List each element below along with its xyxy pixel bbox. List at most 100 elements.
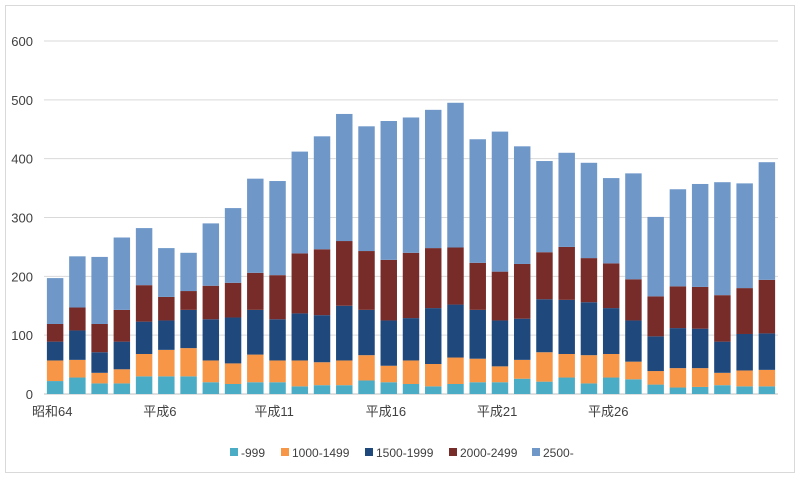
bar-segment xyxy=(425,386,442,394)
bar-segment xyxy=(135,321,153,354)
bar-segment xyxy=(758,279,776,334)
bar-segment xyxy=(336,360,353,386)
bar-segment xyxy=(135,285,153,322)
bar-segment xyxy=(647,216,664,297)
legend-label: 2000-2499 xyxy=(460,446,518,460)
bar-segment xyxy=(669,189,687,287)
bar-segment xyxy=(602,263,620,309)
x-axis-ticks: 昭和64 平成6 平成11 平成16 平成21 平成26 xyxy=(32,404,629,419)
bar-segment xyxy=(135,376,153,394)
y-tick-label: 300 xyxy=(11,211,33,226)
bar-segment xyxy=(669,328,687,369)
bar-segment xyxy=(46,381,64,394)
bar-segment xyxy=(669,387,687,394)
x-tick-label: 平成11 xyxy=(254,404,294,419)
bar-segment xyxy=(113,309,131,342)
bar-segment xyxy=(469,309,486,359)
bar-segment xyxy=(425,248,442,309)
bar-segment xyxy=(602,353,620,378)
bar-segment xyxy=(202,285,220,320)
bar-segment xyxy=(291,360,309,387)
y-axis-ticks: 0 100 200 300 400 500 600 xyxy=(11,34,33,402)
bar-segment xyxy=(647,296,664,337)
bar-segment xyxy=(580,302,598,356)
bar-segment xyxy=(358,380,375,394)
bar-segment xyxy=(358,355,375,381)
bar-segment xyxy=(358,309,375,356)
bar-segment xyxy=(69,307,86,331)
bar-segment xyxy=(691,286,709,329)
bar-segment xyxy=(202,319,220,361)
bar-segment xyxy=(313,385,331,394)
bar-segment xyxy=(469,382,486,394)
bar-segment xyxy=(313,136,331,250)
bar-segment xyxy=(536,299,553,353)
bar-segment xyxy=(269,275,286,320)
bar-segment xyxy=(380,365,397,383)
bar-segment xyxy=(536,352,553,382)
bar-segment xyxy=(513,318,531,360)
bar-segment xyxy=(113,369,131,384)
bar-segment xyxy=(491,320,509,367)
bar-segment xyxy=(758,162,776,280)
bar-segment xyxy=(602,377,620,394)
bar-segment xyxy=(580,355,598,384)
bar-segment xyxy=(224,317,242,364)
y-tick-label: 500 xyxy=(11,93,33,108)
bar-segment xyxy=(425,109,442,249)
bar-segment xyxy=(380,259,397,321)
bar-segment xyxy=(513,263,531,319)
bar-segment xyxy=(291,386,309,394)
legend: -999 1000-1499 1500-1999 2000-2499 2500- xyxy=(230,446,574,460)
bar-segment xyxy=(247,272,264,310)
y-tick-label: 100 xyxy=(11,328,33,343)
bar-segment xyxy=(491,271,509,321)
bar-segment xyxy=(202,223,220,286)
bar-segment xyxy=(313,249,331,316)
bar-segment xyxy=(291,313,309,361)
legend-label: 1500-1999 xyxy=(376,446,434,460)
y-tick-label: 0 xyxy=(26,387,33,402)
bar-segment xyxy=(647,371,664,385)
bar-segment xyxy=(380,121,397,260)
bar-segment xyxy=(269,382,286,394)
bar-segment xyxy=(558,377,575,394)
bar-segment xyxy=(513,146,531,264)
bar-segment xyxy=(313,362,331,386)
bar-segment xyxy=(247,178,264,273)
bar-segment xyxy=(336,305,353,361)
bar-segment xyxy=(580,258,598,303)
bar-segment xyxy=(714,182,731,296)
bar-segment xyxy=(291,151,309,254)
bar-segment xyxy=(180,376,197,394)
bar-segment xyxy=(69,359,86,378)
legend-label: 2500- xyxy=(543,446,574,460)
bar-segment xyxy=(224,363,242,384)
bar-segment xyxy=(691,368,709,387)
bar-segment xyxy=(202,360,220,383)
bar-segment xyxy=(714,295,731,342)
legend-swatch xyxy=(449,448,457,456)
bar-segment xyxy=(158,349,175,377)
bar-segment xyxy=(269,360,286,383)
bar-segment xyxy=(91,256,108,324)
x-tick-label: 平成21 xyxy=(477,404,517,419)
bar-segment xyxy=(536,381,553,394)
bar-segment xyxy=(224,208,242,283)
bar-segment xyxy=(736,333,753,371)
bar-segment xyxy=(669,286,687,329)
bar-segment xyxy=(291,253,309,314)
legend-swatch xyxy=(281,448,289,456)
bar-segment xyxy=(247,382,264,394)
bar-segment xyxy=(180,348,197,377)
bar-segment xyxy=(491,366,509,383)
bar-segment xyxy=(180,252,197,292)
x-tick-label: 昭和64 xyxy=(32,404,72,419)
bar-segment xyxy=(402,360,420,384)
bar-segment xyxy=(46,278,64,324)
legend-swatch xyxy=(532,448,540,456)
bar-segment xyxy=(536,161,553,253)
bar-segment xyxy=(46,323,64,342)
bar-segment xyxy=(158,296,175,321)
